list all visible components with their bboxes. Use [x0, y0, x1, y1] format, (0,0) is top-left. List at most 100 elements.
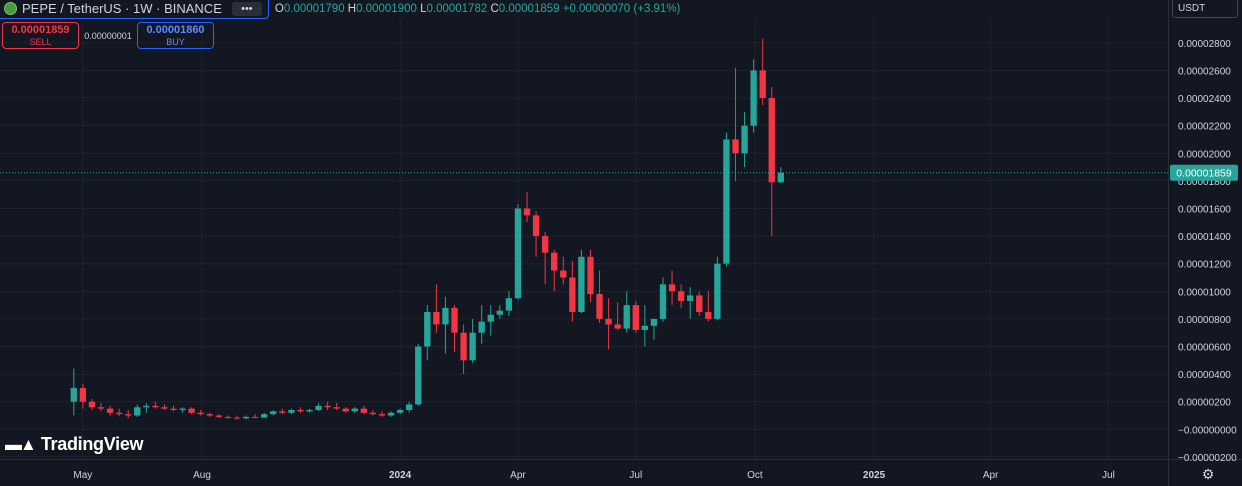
candle-body — [451, 307, 458, 333]
symbol-box[interactable]: PEPE / TetherUS · 1W · BINANCE ••• — [0, 0, 269, 19]
candle-body — [170, 408, 177, 410]
candle-body — [478, 321, 485, 333]
candle-body — [378, 414, 386, 416]
candle — [315, 403, 322, 412]
candle — [206, 412, 213, 417]
candle — [288, 408, 295, 415]
tradingview-logo[interactable]: ▬▲ TradingView — [5, 434, 144, 455]
candle-body — [188, 408, 195, 413]
candle-body — [242, 416, 250, 419]
candle-body — [732, 139, 739, 154]
candle — [125, 410, 132, 419]
candle — [750, 59, 757, 133]
candle — [242, 415, 250, 420]
high-value: 0.00001900 — [356, 3, 417, 15]
tradingview-logo-icon: ▬▲ — [5, 434, 37, 454]
candle — [560, 256, 567, 285]
y-tick-label: 0.00002600 — [1178, 66, 1231, 77]
time-axis[interactable]: May Aug 2024 Apr Jul Oct 2025 Apr Jul — [73, 470, 1114, 481]
candle-body — [333, 407, 340, 409]
candle — [179, 407, 186, 413]
candle — [523, 191, 531, 223]
candle — [687, 287, 694, 319]
y-tick-label: 0.00001000 — [1178, 287, 1231, 298]
candle — [496, 305, 504, 319]
candle-body — [233, 417, 241, 419]
candle — [705, 291, 712, 322]
candle-body — [134, 407, 141, 416]
x-tick-label: Jul — [629, 470, 642, 481]
candle-body — [161, 407, 168, 409]
more-options-icon[interactable]: ••• — [231, 1, 262, 16]
candle-body — [406, 404, 413, 410]
candle — [297, 407, 304, 413]
candle — [342, 407, 349, 413]
candle-body — [532, 215, 540, 237]
candle-body — [424, 312, 431, 347]
sell-button[interactable]: 0.00001859 SELL — [2, 22, 79, 49]
y-tick-label: −0.00000200 — [1178, 453, 1237, 464]
settings-gear-icon[interactable]: ⚙ — [1201, 466, 1215, 482]
candle — [532, 211, 540, 257]
change-value: +0.00000070 (+3.91%) — [562, 3, 681, 15]
currency-selector[interactable]: USDT — [1172, 0, 1238, 18]
price-axis[interactable]: 0.00002800 0.00002600 0.00002400 0.00002200… — [1178, 39, 1237, 464]
candle — [460, 324, 467, 375]
y-tick-label: 0.00002800 — [1178, 39, 1231, 50]
sell-price: 0.00001859 — [11, 23, 70, 36]
candle — [270, 410, 277, 416]
candle — [632, 300, 639, 333]
candle — [478, 305, 485, 344]
y-tick-label: 0.00001600 — [1178, 204, 1231, 215]
buy-price: 0.00001860 — [146, 23, 205, 36]
candle — [406, 401, 413, 413]
candle-body — [224, 416, 232, 418]
candle — [732, 67, 739, 181]
candle-body — [324, 405, 331, 408]
candle — [578, 249, 585, 314]
candle-body — [696, 295, 703, 312]
x-tick-label: Apr — [983, 470, 999, 481]
candle — [723, 132, 730, 267]
buy-button[interactable]: 0.00001860 BUY — [137, 22, 214, 49]
candle — [360, 405, 368, 415]
candle-body — [705, 312, 712, 319]
trade-panel: 0.00001859 SELL 0.00000001 0.00001860 BU… — [2, 22, 214, 49]
candle-body — [152, 405, 159, 408]
candle — [233, 415, 241, 420]
candle — [224, 415, 232, 419]
candle — [88, 398, 96, 410]
candle-body — [469, 332, 476, 361]
candle-body — [251, 416, 259, 418]
candle-body — [623, 305, 630, 329]
candle — [424, 305, 431, 361]
candle-body — [342, 408, 349, 412]
candle-body — [514, 208, 522, 299]
candle-body — [605, 318, 612, 325]
candle-body — [650, 318, 658, 326]
candle-body — [79, 387, 87, 402]
y-tick-label: 0.00000600 — [1178, 343, 1231, 354]
candle-body — [768, 98, 775, 183]
logo-text: TradingView — [40, 434, 144, 454]
candle — [696, 291, 703, 317]
y-tick-label: 0.00002200 — [1178, 122, 1231, 133]
candle-body — [578, 256, 585, 312]
y-tick-label: 0.00000200 — [1178, 398, 1231, 409]
y-tick-label: 0.00000400 — [1178, 370, 1231, 381]
candle — [569, 260, 576, 322]
candle-body — [115, 412, 123, 415]
candle — [97, 403, 105, 412]
candle-body — [687, 295, 694, 301]
candle-body — [541, 236, 549, 253]
y-tick-label: 0.00002000 — [1178, 149, 1231, 160]
candle-body — [315, 405, 322, 410]
candle — [215, 414, 223, 419]
candle-body — [197, 412, 204, 415]
ohlc-values: O0.00001790 H0.00001900 L0.00001782 C0.0… — [275, 3, 681, 15]
candle — [551, 249, 558, 292]
candle-body — [659, 284, 667, 319]
candle-body — [125, 414, 132, 416]
candle-body — [632, 305, 639, 330]
